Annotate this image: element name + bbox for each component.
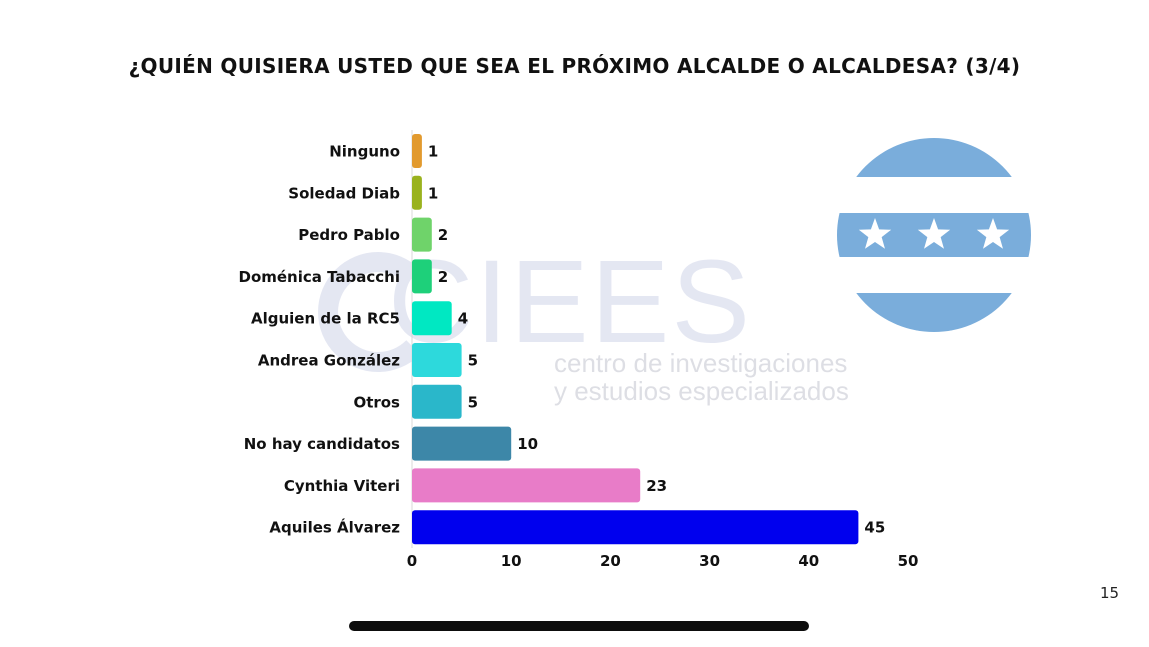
star-icon — [917, 218, 951, 249]
category-label: Soledad Diab — [288, 184, 400, 202]
page-number: 15 — [1100, 584, 1120, 602]
data-label: 2 — [438, 268, 448, 286]
bar — [412, 301, 452, 336]
category-label: Aquiles Álvarez — [269, 518, 400, 537]
x-tick-label: 30 — [699, 552, 720, 570]
x-tick-label: 50 — [898, 552, 919, 570]
category-label: Pedro Pablo — [298, 226, 400, 244]
data-label: 1 — [428, 143, 438, 161]
guayaquil-flag-icon — [837, 138, 1031, 332]
bar — [412, 468, 641, 503]
watermark-line-2: y estudios especializados — [554, 376, 849, 406]
x-tick-label: 40 — [798, 552, 819, 570]
x-tick-label: 10 — [501, 552, 522, 570]
data-label: 10 — [517, 435, 538, 453]
data-label: 45 — [864, 519, 885, 537]
category-label: Cynthia Viteri — [284, 477, 400, 495]
x-tick-label: 20 — [600, 552, 621, 570]
bar — [412, 134, 422, 168]
data-label: 4 — [458, 310, 468, 328]
bar — [412, 343, 462, 377]
watermark-line-1: centro de investigaciones — [554, 348, 848, 378]
bar — [412, 426, 512, 461]
bar — [412, 175, 422, 210]
category-label: Doménica Tabacchi — [239, 268, 401, 286]
category-label: Otros — [353, 393, 400, 411]
star-icon — [976, 218, 1010, 249]
category-label: Alguien de la RC5 — [251, 310, 400, 328]
bar — [412, 259, 432, 294]
page-title: ¿QUIÉN QUISIERA USTED QUE SEA EL PRÓXIMO… — [128, 54, 1021, 78]
data-label: 1 — [428, 184, 438, 202]
category-label: No hay candidatos — [244, 435, 400, 453]
x-tick-label: 0 — [407, 552, 417, 570]
data-label: 2 — [438, 226, 448, 244]
bar — [412, 384, 462, 419]
data-label: 5 — [468, 352, 478, 370]
star-icon — [858, 218, 892, 249]
bar — [412, 510, 859, 545]
category-label: Andrea González — [258, 352, 400, 370]
home-indicator-bar[interactable] — [349, 621, 809, 631]
data-label: 23 — [646, 477, 667, 495]
data-label: 5 — [468, 393, 478, 411]
category-label: Ninguno — [329, 143, 400, 161]
bar — [412, 217, 432, 252]
